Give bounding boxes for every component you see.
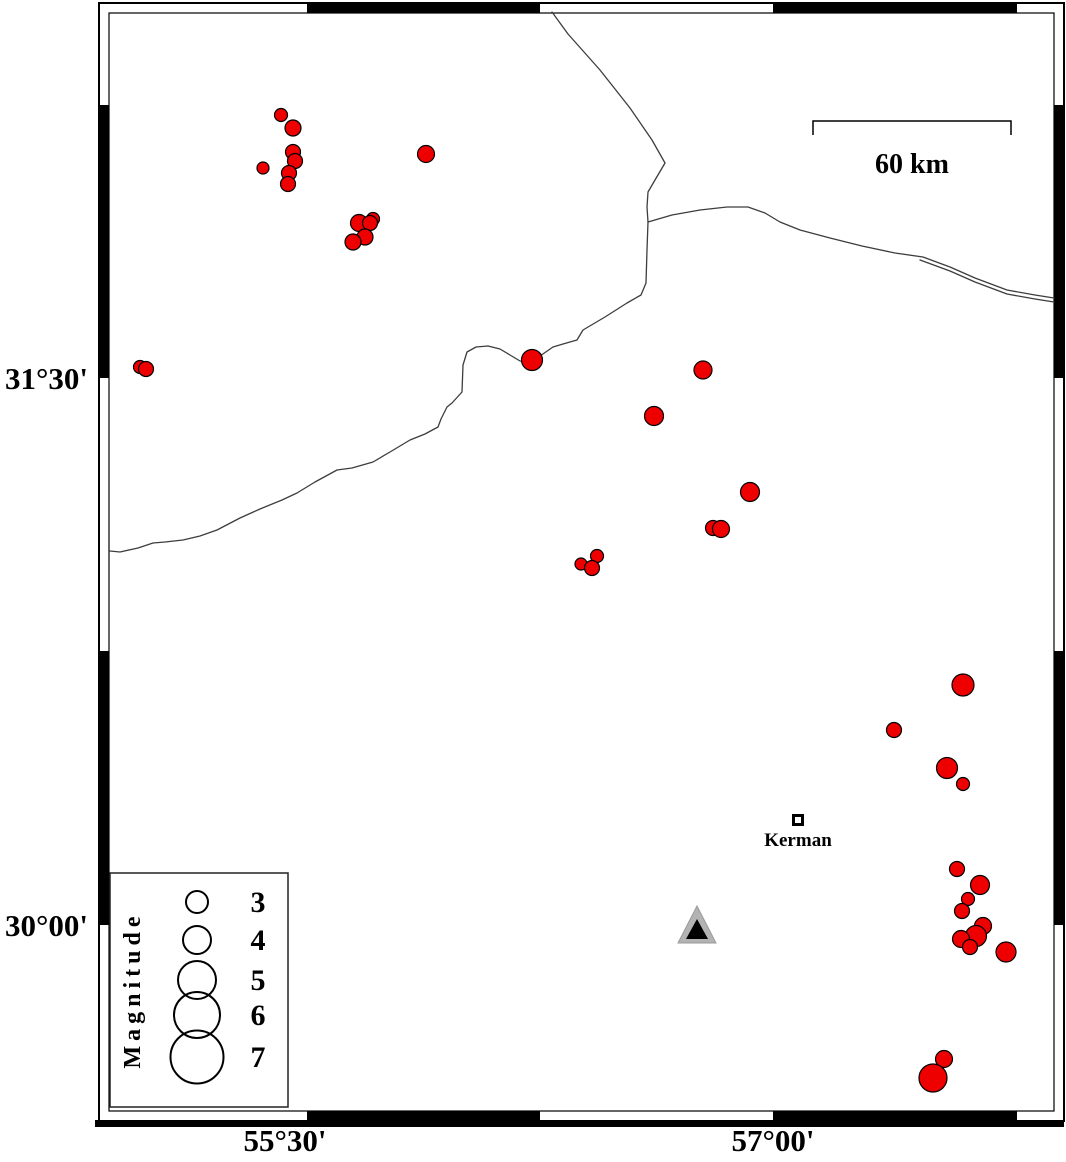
- earthquake-marker: [583, 559, 601, 577]
- legend: Magnitude 3 4 56 7: [109, 872, 289, 1108]
- earthquake-marker: [955, 776, 971, 792]
- earthquake-marker: [361, 214, 379, 232]
- legend-magnitude-circle: [173, 991, 221, 1039]
- earthquake-marker: [995, 941, 1017, 963]
- city-square-icon-center: [795, 817, 801, 823]
- frame-segment-bottom: [307, 1111, 540, 1121]
- legend-magnitude-circle: [169, 1029, 225, 1085]
- earthquake-marker: [344, 233, 362, 251]
- axis-labels: 31°30' 30°00' 55°30' 57°00': [5, 361, 815, 1158]
- legend-magnitude-circle: [182, 925, 212, 955]
- frame-segment-right: [1054, 105, 1064, 378]
- legend-magnitude-label: 6: [251, 999, 266, 1032]
- legend-magnitude-label: 7: [251, 1041, 266, 1074]
- x-axis-label: 57°00': [731, 1123, 814, 1157]
- frame-segment-bottom: [773, 1111, 1017, 1121]
- earthquake-marker: [961, 938, 979, 956]
- boundary-southwest-line: [109, 221, 649, 553]
- earthquake-marker: [416, 144, 436, 164]
- station-triangle-inner: [686, 919, 708, 939]
- road-east-line: [647, 206, 1055, 299]
- earthquake-marker: [273, 107, 289, 123]
- scale-bar-label: 60 km: [875, 149, 949, 180]
- frame-inner-border: [108, 12, 1055, 1112]
- frame-bottom-bar: [95, 1120, 1064, 1127]
- earthquake-marker: [951, 673, 975, 697]
- boundary-lines: [109, 11, 1055, 553]
- legend-magnitude-circle: [185, 890, 209, 914]
- frame-segment-left: [99, 105, 109, 378]
- earthquake-marker: [520, 348, 544, 372]
- earthquake-marker: [284, 119, 302, 137]
- earthquake-marker: [885, 721, 903, 739]
- scale-bar: 60 km: [812, 120, 1012, 180]
- earthquake-marker: [643, 405, 665, 427]
- x-axis-label: 55°30': [243, 1123, 326, 1157]
- road-east-second-lane-line: [919, 259, 1055, 303]
- frame-segment-left: [99, 651, 109, 925]
- scale-bar-bracket: [812, 120, 1012, 135]
- earthquake-marker: [693, 360, 713, 380]
- boundary-north-line: [551, 11, 666, 223]
- city-label: Kerman: [764, 830, 832, 851]
- frame-segment-top: [307, 3, 540, 13]
- earthquake-marker: [256, 161, 270, 175]
- legend-magnitude-label: 3: [251, 886, 266, 919]
- y-axis-label: 31°30': [5, 361, 88, 396]
- earthquake-marker: [960, 891, 976, 907]
- earthquake-marker: [948, 860, 966, 878]
- frame-segment-right: [1054, 651, 1064, 925]
- y-axis-label: 30°00': [5, 908, 88, 943]
- legend-title: Magnitude: [120, 911, 146, 1068]
- earthquake-marker: [137, 360, 155, 378]
- earthquake-marker: [279, 175, 297, 193]
- legend-magnitude-label: 4: [251, 924, 266, 957]
- earthquake-marker: [934, 1049, 954, 1069]
- earthquake-marker: [969, 874, 991, 896]
- earthquake-markers: [132, 107, 1017, 1093]
- earthquake-marker: [711, 519, 731, 539]
- city-marker: Kerman: [764, 814, 832, 851]
- legend-magnitude-circle: [177, 960, 217, 1000]
- station-marker: [677, 904, 717, 944]
- earthquake-marker: [918, 1063, 948, 1093]
- legend-magnitude-label: 5: [251, 964, 266, 997]
- earthquake-marker: [739, 481, 761, 503]
- earthquake-marker: [935, 756, 959, 780]
- frame-segment-top: [773, 3, 1017, 13]
- earthquake-marker: [953, 902, 971, 920]
